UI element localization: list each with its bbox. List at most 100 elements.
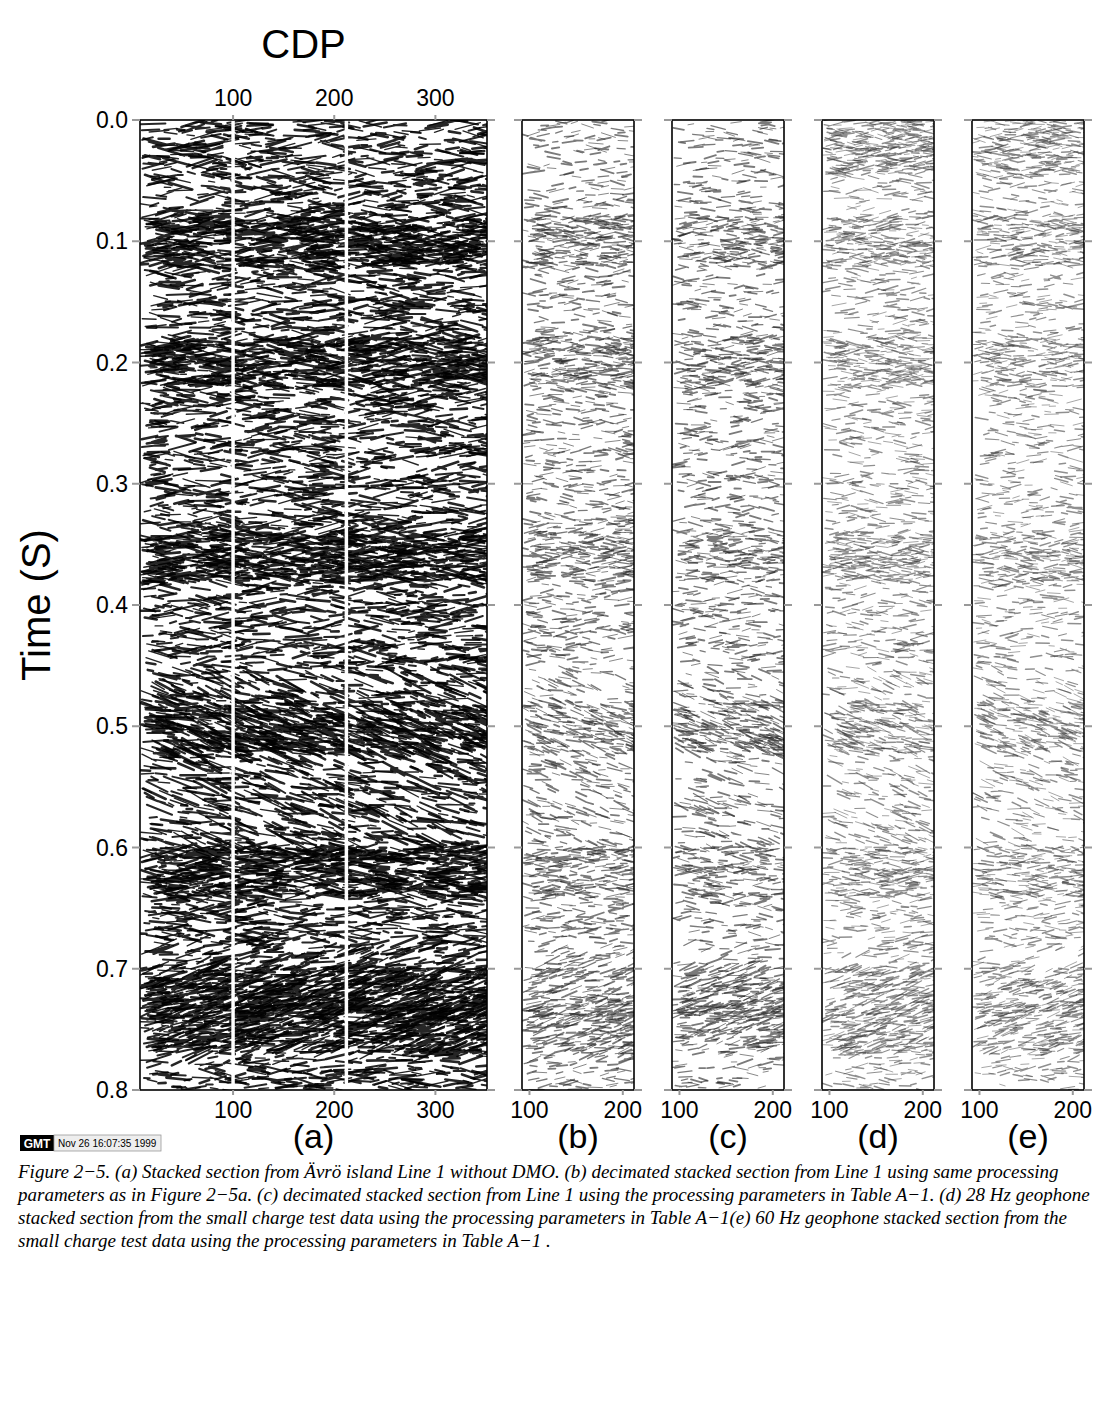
x-tick bbox=[1072, 1090, 1074, 1095]
frame bbox=[140, 120, 487, 1090]
y-tick bbox=[784, 725, 792, 727]
y-tick bbox=[814, 483, 822, 485]
y-tick-label: 0.1 bbox=[96, 228, 128, 254]
y-tick bbox=[132, 119, 140, 121]
plot-area bbox=[672, 120, 784, 1090]
y-tick bbox=[514, 604, 522, 606]
x-tick bbox=[333, 1090, 335, 1095]
y-tick bbox=[964, 847, 972, 849]
plot-area bbox=[522, 120, 634, 1090]
y-tick bbox=[964, 119, 972, 121]
y-tick bbox=[132, 604, 140, 606]
y-tick bbox=[634, 1089, 642, 1091]
y-tick bbox=[514, 240, 522, 242]
x-tick-label: 100 bbox=[810, 1097, 848, 1123]
y-tick bbox=[664, 725, 672, 727]
y-tick-label: 0.2 bbox=[96, 350, 128, 376]
y-tick bbox=[934, 968, 942, 970]
y-tick bbox=[784, 604, 792, 606]
caption: Figure 2−5. (a) Stacked section from Ävr… bbox=[18, 1160, 1098, 1252]
y-tick bbox=[664, 1089, 672, 1091]
x-tick-label: 100 bbox=[660, 1097, 698, 1123]
seismic-texture bbox=[972, 120, 1084, 1082]
x2-tick bbox=[434, 115, 436, 120]
y-tick bbox=[634, 968, 642, 970]
frame bbox=[972, 120, 1084, 1090]
y-tick bbox=[487, 119, 495, 121]
seismic-texture bbox=[522, 120, 634, 1088]
x2-tick-label: 200 bbox=[315, 85, 353, 111]
y-tick bbox=[1084, 604, 1092, 606]
y-tick bbox=[634, 483, 642, 485]
y-tick bbox=[964, 1089, 972, 1091]
y-tick bbox=[1084, 362, 1092, 364]
x-tick-label: 100 bbox=[510, 1097, 548, 1123]
y-tick bbox=[1084, 119, 1092, 121]
y-tick bbox=[487, 362, 495, 364]
y-tick-label: 0.7 bbox=[96, 956, 128, 982]
seismic-texture bbox=[672, 120, 784, 1087]
y-tick bbox=[814, 604, 822, 606]
y-tick bbox=[664, 240, 672, 242]
seismic-texture bbox=[822, 120, 934, 1090]
y-tick bbox=[784, 1089, 792, 1091]
figure: 0.00.10.20.30.40.50.60.70.81002003001002… bbox=[0, 0, 1120, 1158]
y-tick bbox=[664, 362, 672, 364]
frame bbox=[672, 120, 784, 1090]
y-tick bbox=[132, 483, 140, 485]
y-tick bbox=[487, 483, 495, 485]
x-tick-label: 100 bbox=[960, 1097, 998, 1123]
y-tick bbox=[814, 725, 822, 727]
y-tick bbox=[664, 604, 672, 606]
y-tick bbox=[814, 240, 822, 242]
x-tick-label: 200 bbox=[1054, 1097, 1092, 1123]
y-tick bbox=[934, 240, 942, 242]
x-tick bbox=[828, 1090, 830, 1095]
y-tick bbox=[514, 968, 522, 970]
x2-tick-label: 100 bbox=[214, 85, 252, 111]
y-tick bbox=[487, 240, 495, 242]
y-tick bbox=[132, 847, 140, 849]
y-tick bbox=[1084, 725, 1092, 727]
plot-area bbox=[822, 120, 934, 1090]
x-tick-label: 300 bbox=[416, 1097, 454, 1123]
panel-label: (b) bbox=[557, 1117, 599, 1155]
y-tick bbox=[664, 968, 672, 970]
x-tick bbox=[622, 1090, 624, 1095]
y-tick bbox=[784, 119, 792, 121]
y-tick bbox=[514, 1089, 522, 1091]
y-tick bbox=[634, 604, 642, 606]
panel: 100200(c) bbox=[660, 119, 798, 1155]
stamp-text: Nov 26 16:07:35 1999 bbox=[58, 1138, 157, 1149]
panel-label: (e) bbox=[1007, 1117, 1049, 1155]
y-tick bbox=[514, 362, 522, 364]
y-tick bbox=[1084, 968, 1092, 970]
y-tick bbox=[934, 483, 942, 485]
seismic-texture bbox=[522, 120, 634, 1090]
frame bbox=[522, 120, 634, 1090]
y-tick bbox=[514, 119, 522, 121]
y-tick bbox=[934, 362, 942, 364]
y-tick bbox=[1084, 240, 1092, 242]
y-tick-label: 0.3 bbox=[96, 471, 128, 497]
x-tick bbox=[922, 1090, 924, 1095]
x-tick-label: 200 bbox=[904, 1097, 942, 1123]
y-tick bbox=[634, 240, 642, 242]
panel: 0.00.10.20.30.40.50.60.70.81002003001002… bbox=[14, 22, 514, 1155]
y-tick bbox=[964, 725, 972, 727]
panel: 100 200(e) bbox=[960, 118, 1098, 1155]
frame bbox=[822, 120, 934, 1090]
x-tick-label: 200 bbox=[754, 1097, 792, 1123]
y-tick bbox=[814, 1089, 822, 1091]
y-tick bbox=[634, 847, 642, 849]
x-tick bbox=[772, 1090, 774, 1095]
y-tick bbox=[784, 968, 792, 970]
y-tick-label: 0.6 bbox=[96, 835, 128, 861]
y-tick bbox=[664, 483, 672, 485]
plot-area bbox=[972, 120, 1084, 1090]
y-tick bbox=[514, 847, 522, 849]
x2-tick bbox=[333, 115, 335, 120]
y-tick bbox=[964, 483, 972, 485]
data-gap bbox=[231, 120, 235, 1090]
y-tick bbox=[964, 604, 972, 606]
